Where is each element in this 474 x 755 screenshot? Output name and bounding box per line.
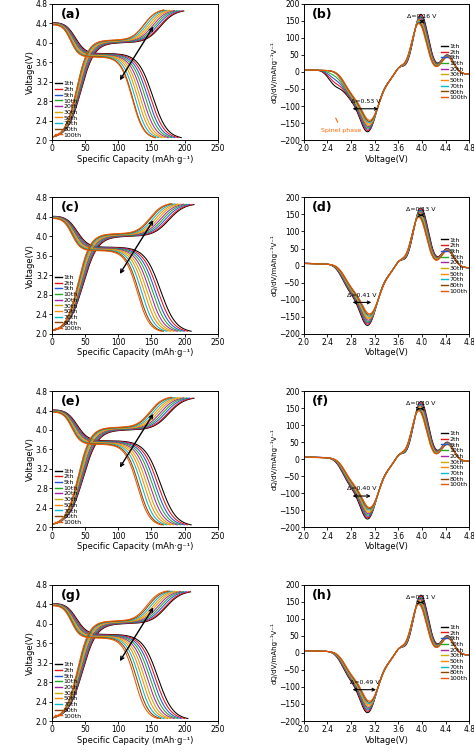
X-axis label: Specific Capacity (mAh·g⁻¹): Specific Capacity (mAh·g⁻¹) [77,542,193,551]
Y-axis label: dQ/dV/mAhg⁻¹V⁻¹: dQ/dV/mAhg⁻¹V⁻¹ [270,41,277,103]
Y-axis label: Voltage(V): Voltage(V) [26,437,35,481]
Y-axis label: dQ/dV/mAhg⁻¹V⁻¹: dQ/dV/mAhg⁻¹V⁻¹ [270,428,277,490]
Legend: 1th, 2th, 5th, 10th, 20th, 30th, 50th, 70th, 80th, 100th: 1th, 2th, 5th, 10th, 20th, 30th, 50th, 7… [54,81,82,138]
Text: (h): (h) [312,589,333,602]
Y-axis label: dQ/dV/mAhg⁻¹V⁻¹: dQ/dV/mAhg⁻¹V⁻¹ [270,235,277,297]
Text: (e): (e) [60,395,81,408]
Y-axis label: Voltage(V): Voltage(V) [26,244,35,288]
Y-axis label: Voltage(V): Voltage(V) [26,631,35,675]
Legend: 1th, 2th, 5th, 10th, 20th, 30th, 50th, 70th, 80th, 100th: 1th, 2th, 5th, 10th, 20th, 30th, 50th, 7… [54,467,82,525]
Legend: 1th, 2th, 5th, 10th, 20th, 30th, 50th, 70th, 80th, 100th: 1th, 2th, 5th, 10th, 20th, 30th, 50th, 7… [440,430,468,488]
Text: (a): (a) [60,8,81,21]
X-axis label: Voltage(V): Voltage(V) [365,155,409,164]
X-axis label: Specific Capacity (mAh·g⁻¹): Specific Capacity (mAh·g⁻¹) [77,735,193,744]
Text: (c): (c) [60,202,80,214]
Text: Δ=0.13 V: Δ=0.13 V [406,208,436,212]
Text: Δ=0.11 V: Δ=0.11 V [406,595,435,599]
Text: (d): (d) [312,202,333,214]
Text: Δ=0.41 V: Δ=0.41 V [347,293,377,297]
Y-axis label: dQ/dV/mAhg⁻¹V⁻¹: dQ/dV/mAhg⁻¹V⁻¹ [270,622,277,684]
Legend: 1th, 2th, 5th, 10th, 20th, 30th, 50th, 70th, 80th, 100th: 1th, 2th, 5th, 10th, 20th, 30th, 50th, 7… [54,274,82,332]
Text: Δ=0.40 V: Δ=0.40 V [347,486,376,492]
X-axis label: Specific Capacity (mAh·g⁻¹): Specific Capacity (mAh·g⁻¹) [77,155,193,164]
Text: Δ=0.49 V: Δ=0.49 V [349,680,379,685]
Legend: 1th, 2th, 5th, 10th, 20th, 30th, 50th, 70th, 80th, 100th: 1th, 2th, 5th, 10th, 20th, 30th, 50th, 7… [440,43,468,101]
Text: Δ=0.53 V: Δ=0.53 V [351,99,380,104]
Text: (g): (g) [60,589,81,602]
X-axis label: Voltage(V): Voltage(V) [365,348,409,357]
Text: Δ=0.16 V: Δ=0.16 V [407,14,437,19]
Text: Δ=0.10 V: Δ=0.10 V [405,401,435,406]
X-axis label: Voltage(V): Voltage(V) [365,735,409,744]
Legend: 1th, 2th, 5th, 10th, 20th, 30th, 50th, 70th, 80th, 100th: 1th, 2th, 5th, 10th, 20th, 30th, 50th, 7… [54,661,82,720]
X-axis label: Specific Capacity (mAh·g⁻¹): Specific Capacity (mAh·g⁻¹) [77,348,193,357]
X-axis label: Voltage(V): Voltage(V) [365,542,409,551]
Legend: 1th, 2th, 5th, 10th, 20th, 30th, 50th, 70th, 80th, 100th: 1th, 2th, 5th, 10th, 20th, 30th, 50th, 7… [440,624,468,682]
Text: (f): (f) [312,395,329,408]
Y-axis label: Voltage(V): Voltage(V) [26,50,35,94]
Legend: 1th, 2th, 5th, 10th, 20th, 30th, 50th, 70th, 80th, 100th: 1th, 2th, 5th, 10th, 20th, 30th, 50th, 7… [440,236,468,294]
Text: Spinel phase: Spinel phase [321,118,362,133]
Text: (b): (b) [312,8,333,21]
